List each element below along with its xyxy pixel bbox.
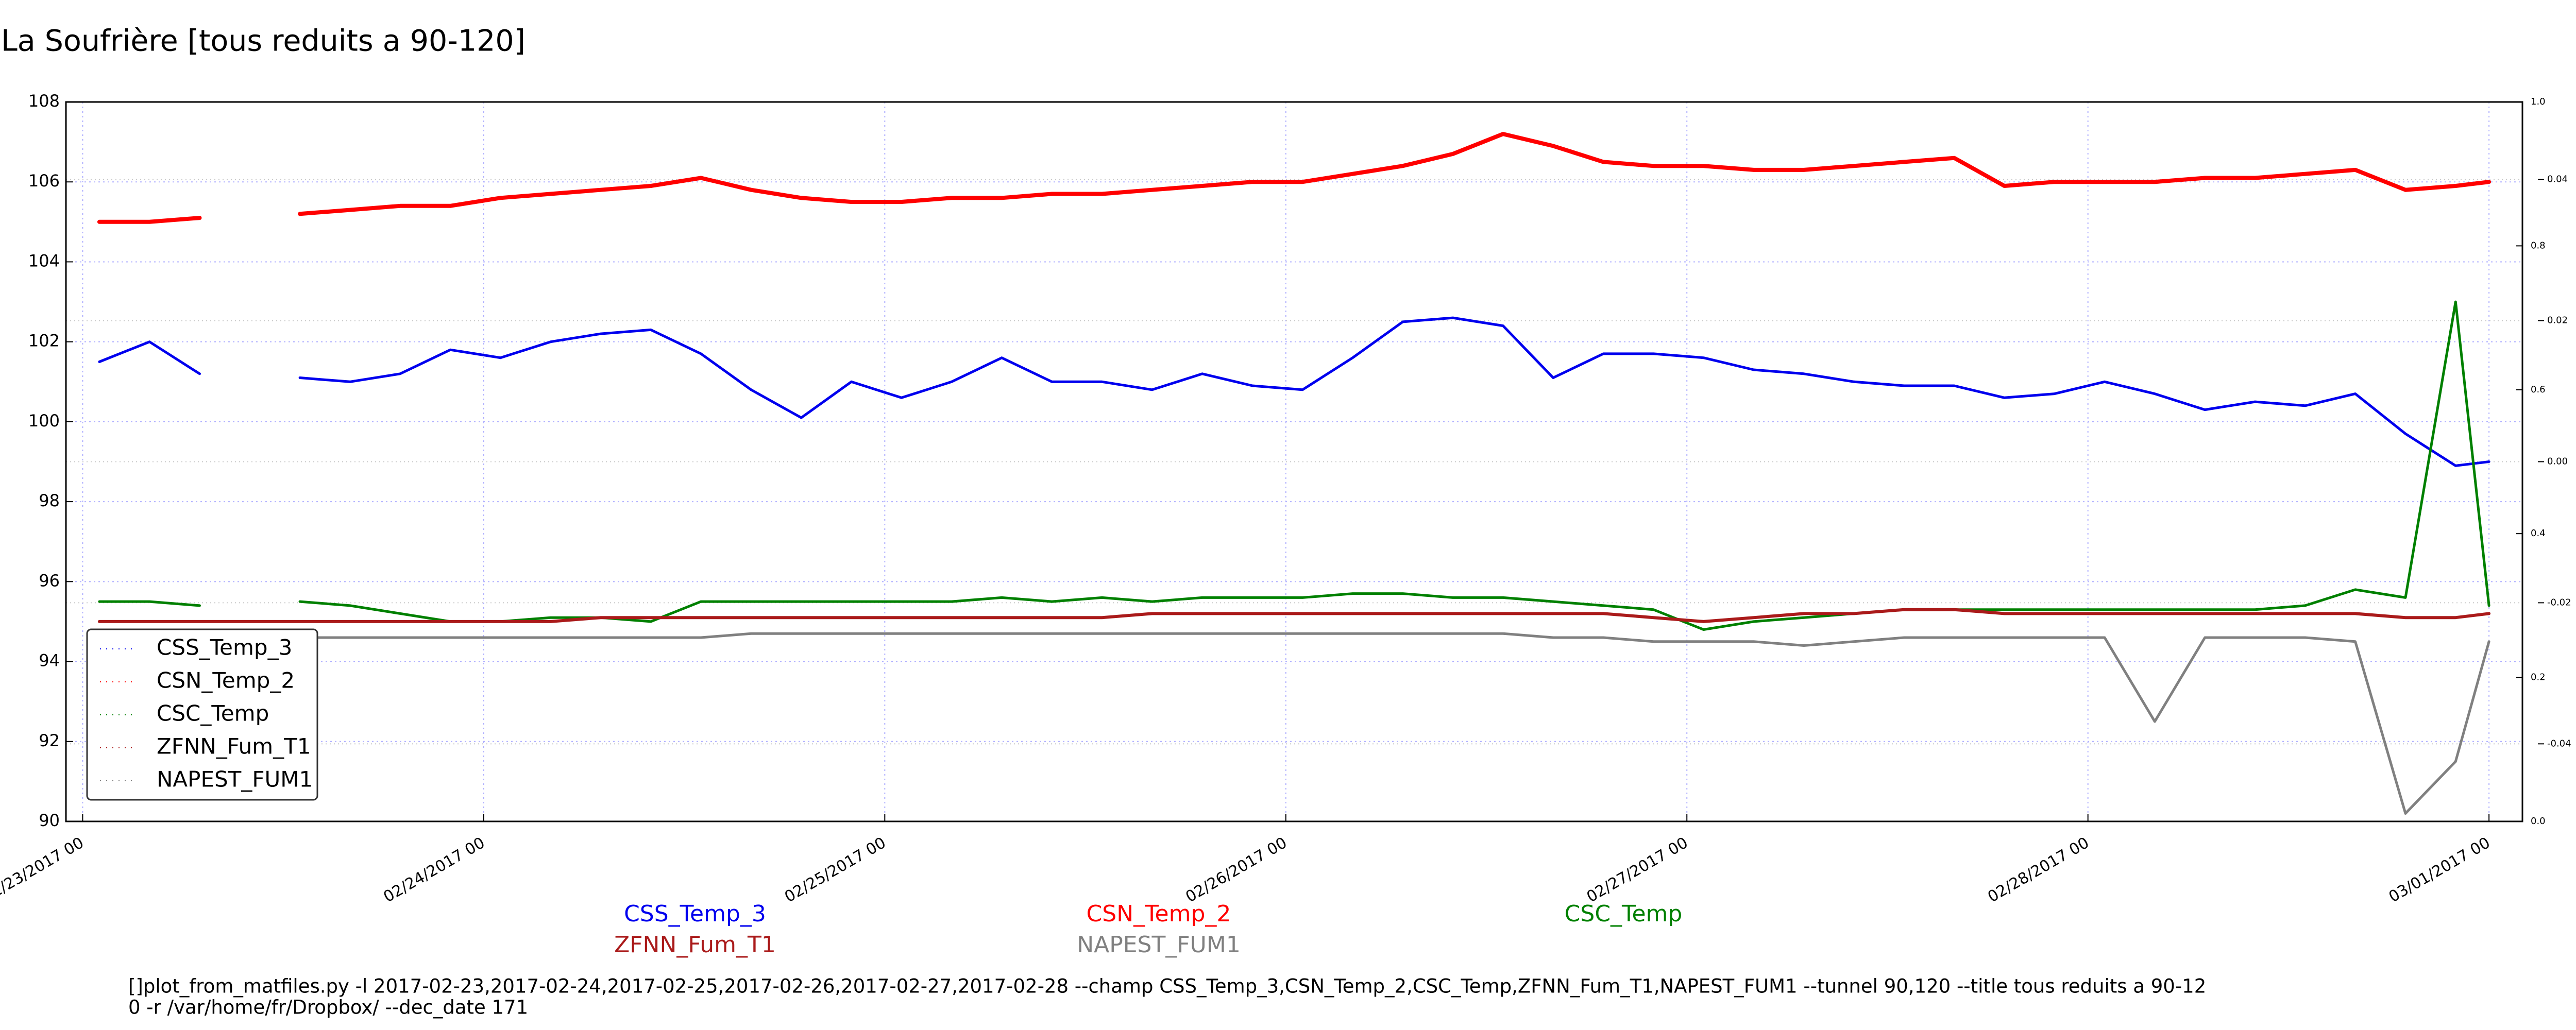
y-tick-label: 96 bbox=[39, 571, 60, 590]
series-caption: CSC_Temp bbox=[1565, 901, 1683, 927]
plot-area bbox=[97, 132, 2492, 815]
y2-tick-label: 0.2 bbox=[2531, 672, 2546, 683]
x-tick-label: 02/27/2017 00 bbox=[1584, 834, 1691, 906]
legend-label: CSS_Temp_3 bbox=[157, 635, 292, 660]
plot-frame bbox=[65, 101, 2523, 822]
x-tick-label: 02/23/2017 00 bbox=[0, 834, 87, 906]
series-caption: NAPEST_FUM1 bbox=[1077, 932, 1241, 958]
x-tick-label: 02/28/2017 00 bbox=[1985, 834, 2092, 906]
x-tick-label: 02/24/2017 00 bbox=[381, 834, 488, 906]
y2-tick-label: 0.6 bbox=[2531, 384, 2546, 395]
series-line bbox=[98, 316, 2490, 467]
y2-tick-label: 1.0 bbox=[2531, 96, 2546, 107]
y2-tick-label: 0.4 bbox=[2531, 528, 2546, 539]
command-line: 0 -r /var/home/fr/Dropbox/ --dec_date 17… bbox=[128, 997, 528, 1019]
y2-tick-label: 0.0 bbox=[2531, 816, 2546, 827]
legend-label: CSC_Temp bbox=[157, 701, 269, 726]
series-caption: ZFNN_Fum_T1 bbox=[614, 932, 776, 958]
y-tick-label: 108 bbox=[28, 91, 60, 111]
y-tick-label: 104 bbox=[28, 251, 60, 270]
y-tick-label: 100 bbox=[28, 411, 60, 431]
series-caption: CSS_Temp_3 bbox=[624, 901, 766, 927]
command-line: []plot_from_matfiles.py -l 2017-02-23,20… bbox=[128, 975, 2206, 998]
y3-tick-label: 0.02 bbox=[2547, 315, 2568, 326]
y-tick-label: 92 bbox=[39, 731, 60, 750]
x-tick-label: 02/26/2017 00 bbox=[1182, 834, 1290, 906]
legend-label: CSN_Temp_2 bbox=[157, 668, 295, 693]
y2-tick-label: 0.8 bbox=[2531, 240, 2546, 251]
chart-title: La Soufrière [tous reduits a 90-120] bbox=[1, 24, 526, 58]
legend-label: NAPEST_FUM1 bbox=[157, 767, 313, 792]
legend-box bbox=[86, 628, 318, 801]
x-tick-label: 02/25/2017 00 bbox=[782, 834, 889, 906]
series-line bbox=[97, 608, 2491, 623]
legend-label: ZFNN_Fum_T1 bbox=[157, 734, 311, 759]
series-line bbox=[98, 632, 2490, 815]
y3-tick-label: -0.02 bbox=[2547, 597, 2571, 608]
y-tick-label: 106 bbox=[28, 171, 60, 191]
series-line bbox=[98, 300, 2490, 631]
y-tick-label: 90 bbox=[39, 811, 60, 830]
y-tick-label: 94 bbox=[39, 651, 60, 671]
series-caption: CSN_Temp_2 bbox=[1087, 901, 1231, 927]
y3-tick-label: 0.04 bbox=[2547, 174, 2568, 185]
y3-tick-label: -0.04 bbox=[2547, 738, 2571, 749]
y3-tick-label: 0.00 bbox=[2547, 456, 2568, 467]
y-tick-label: 102 bbox=[28, 331, 60, 351]
y-tick-label: 98 bbox=[39, 491, 60, 510]
x-tick-label: 03/01/2017 00 bbox=[2386, 834, 2494, 906]
series-line bbox=[97, 132, 2492, 224]
